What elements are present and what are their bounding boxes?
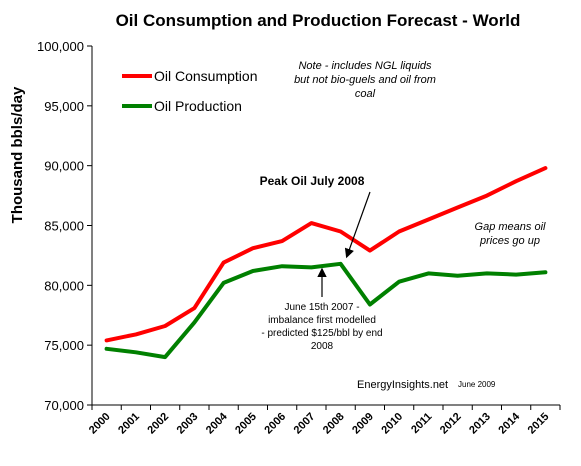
note-line-2: but not bio-guels and oil from [294,74,436,86]
note-annotation: Note - includes NGL liquids but not bio-… [294,60,436,100]
peak-oil-annotation: Peak Oil July 2008 [260,174,365,188]
x-tick-label: 2014 [496,410,522,436]
y-axis-label: Thousand bbls/day [9,86,26,223]
june-annotation: June 15th 2007 - imbalance first modelle… [261,267,383,352]
y-tick-label: 90,000 [44,159,84,174]
legend-label-consumption: Oil Consumption [154,68,258,84]
source-label: EnergyInsights.net [357,379,448,391]
data-point-oil-production [515,273,517,276]
x-tick-label: 2001 [116,411,142,437]
x-tick-label: 2000 [87,411,113,437]
y-tick-label: 75,000 [44,338,84,353]
y-tick-label: 100,000 [37,39,84,54]
data-point-oil-consumption [515,180,517,182]
y-tick-label: 85,000 [44,219,84,234]
data-point-oil-consumption [135,333,137,336]
data-point-oil-production [456,275,459,277]
data-point-oil-consumption [456,206,459,209]
june-line-1: June 15th 2007 - [284,302,359,313]
x-tick-label: 2013 [467,411,493,437]
data-point-oil-consumption [339,230,342,233]
data-point-oil-production [544,271,547,274]
axes [87,45,561,410]
data-point-oil-consumption [281,240,283,242]
june-line-2: imbalance first modelled [268,315,376,326]
note-line-3: coal [355,88,376,100]
gap-line-2: prices go up [479,235,540,247]
data-point-oil-consumption [252,247,254,249]
data-point-oil-production [310,266,313,269]
data-point-oil-production [427,272,430,275]
data-point-oil-consumption [193,307,196,309]
x-tick-label: 2010 [379,411,405,437]
data-point-oil-consumption [369,249,371,252]
y-tick-label: 95,000 [44,99,84,114]
x-tick-label: 2002 [145,411,171,437]
data-point-oil-consumption [164,325,166,327]
data-point-oil-consumption [105,339,108,342]
data-point-oil-production [339,263,342,265]
data-point-oil-consumption [427,218,430,221]
y-tick-label: 70,000 [44,398,84,413]
x-tick-label: 2005 [233,411,259,437]
data-point-oil-consumption [544,167,547,169]
data-point-oil-production [398,280,400,283]
gap-annotation: Gap means oil prices go up [475,221,546,247]
peak-oil-arrow [344,191,371,259]
chart-title: Oil Consumption and Production Forecast … [116,11,521,30]
data-point-oil-consumption [222,261,225,264]
data-point-oil-production [135,351,137,354]
data-point-oil-consumption [486,194,488,197]
x-tick-label: 2011 [409,411,434,436]
data-point-oil-consumption [398,230,400,233]
x-tick-label: 2003 [175,411,201,437]
y-tick-label: 80,000 [44,278,84,293]
series-lines [104,166,548,360]
x-tick-label: 2012 [438,411,464,437]
data-point-oil-production [222,282,225,284]
data-point-oil-production [281,265,283,268]
data-point-oil-production [369,303,371,306]
legend: Oil Consumption Oil Production [122,68,258,114]
note-line-1: Note - includes NGL liquids [298,60,432,72]
x-tick-label: 2015 [526,411,552,437]
series-line-oil-production [104,261,548,360]
gap-line-1: Gap means oil [475,221,546,233]
x-tick-label: 2008 [321,411,347,437]
series-line-oil-consumption [104,166,548,343]
source-date: June 2009 [458,380,496,389]
data-point-oil-consumption [310,222,313,224]
data-point-oil-production [193,321,196,324]
x-tick-label: 2007 [292,411,318,437]
data-point-oil-production [486,272,488,275]
june-line-3: - predicted $125/bbl by end [261,328,382,339]
legend-label-production: Oil Production [154,98,242,114]
data-point-oil-production [252,270,254,272]
data-point-oil-production [105,348,108,350]
june-line-4: 2008 [311,341,334,352]
x-tick-label: 2006 [262,411,288,437]
x-tick-label: 2009 [350,411,376,437]
x-tick-labels: 2000 2001 2002 2003 2004 2005 2006 2007 2008 2009… [87,410,552,436]
y-tick-labels: 70,000 75,000 80,000 85,000 90,000 95,000 100,… [37,39,84,413]
x-tick-label: 2004 [204,410,230,436]
data-point-oil-production [164,356,166,358]
